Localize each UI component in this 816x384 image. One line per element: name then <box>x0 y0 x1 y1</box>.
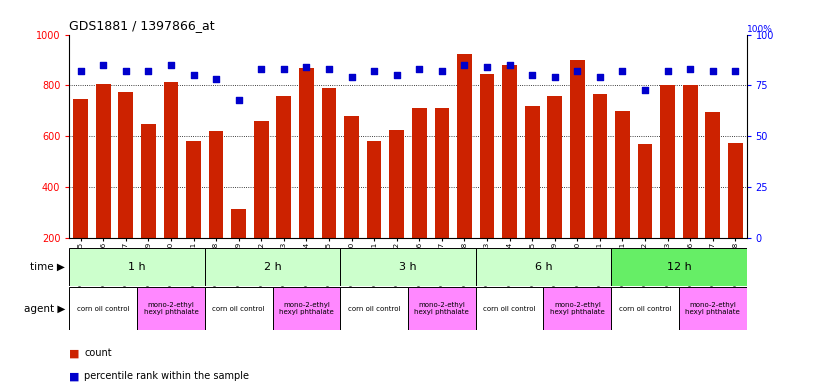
Bar <box>69 287 137 330</box>
Point <box>142 68 155 74</box>
Text: corn oil control: corn oil control <box>348 306 401 312</box>
Bar <box>322 88 336 289</box>
Point <box>210 76 223 83</box>
Bar <box>525 106 539 289</box>
Text: count: count <box>84 348 112 358</box>
Bar <box>480 74 494 289</box>
Point <box>390 72 403 78</box>
Bar <box>232 209 246 289</box>
Point <box>413 66 426 72</box>
Point <box>436 68 449 74</box>
Bar <box>254 121 268 289</box>
Bar <box>141 124 156 289</box>
Text: corn oil control: corn oil control <box>212 306 265 312</box>
Point <box>616 68 629 74</box>
Point <box>322 66 335 72</box>
Bar <box>408 287 476 330</box>
Point <box>187 72 200 78</box>
Point <box>638 86 651 93</box>
Point <box>481 64 494 70</box>
Text: GDS1881 / 1397866_at: GDS1881 / 1397866_at <box>69 19 215 32</box>
Point <box>74 68 87 74</box>
Text: agent ▶: agent ▶ <box>24 304 65 314</box>
Point <box>164 62 178 68</box>
Point <box>232 97 245 103</box>
Text: ■: ■ <box>69 371 83 381</box>
Point <box>277 66 290 72</box>
Bar <box>273 287 340 330</box>
Point <box>661 68 674 74</box>
Bar <box>164 82 178 289</box>
Text: mono-2-ethyl
hexyl phthalate: mono-2-ethyl hexyl phthalate <box>550 302 605 316</box>
Point <box>729 68 742 74</box>
Bar <box>209 131 224 289</box>
Point <box>300 64 313 70</box>
Bar <box>611 287 679 330</box>
Text: corn oil control: corn oil control <box>77 306 130 312</box>
Bar <box>186 141 201 289</box>
Bar <box>548 96 562 289</box>
Text: mono-2-ethyl
hexyl phthalate: mono-2-ethyl hexyl phthalate <box>279 302 334 316</box>
Bar <box>73 99 88 289</box>
Bar <box>706 112 720 289</box>
Bar <box>476 287 543 330</box>
Bar <box>299 68 313 289</box>
Bar <box>570 60 584 289</box>
Point <box>367 68 380 74</box>
Bar <box>367 141 381 289</box>
Bar <box>592 94 607 289</box>
Point <box>96 62 109 68</box>
Text: corn oil control: corn oil control <box>619 306 672 312</box>
Bar <box>412 108 427 289</box>
Bar <box>611 248 747 286</box>
Point <box>707 68 720 74</box>
Text: 12 h: 12 h <box>667 262 691 272</box>
Point <box>458 62 471 68</box>
Bar <box>457 54 472 289</box>
Bar <box>344 116 359 289</box>
Text: mono-2-ethyl
hexyl phthalate: mono-2-ethyl hexyl phthalate <box>685 302 740 316</box>
Text: 1 h: 1 h <box>128 262 146 272</box>
Point <box>345 74 358 80</box>
Bar <box>340 287 408 330</box>
Bar <box>277 96 291 289</box>
Text: percentile rank within the sample: percentile rank within the sample <box>84 371 249 381</box>
Bar <box>543 287 611 330</box>
Text: corn oil control: corn oil control <box>483 306 536 312</box>
Bar <box>503 65 517 289</box>
Point <box>119 68 132 74</box>
Point <box>593 74 606 80</box>
Bar <box>683 86 698 289</box>
Bar <box>137 287 205 330</box>
Text: 100%: 100% <box>747 25 773 33</box>
Text: 6 h: 6 h <box>534 262 552 272</box>
Text: mono-2-ethyl
hexyl phthalate: mono-2-ethyl hexyl phthalate <box>144 302 198 316</box>
Bar <box>69 248 205 286</box>
Bar <box>638 144 652 289</box>
Text: 3 h: 3 h <box>399 262 417 272</box>
Point <box>255 66 268 72</box>
Bar <box>205 248 340 286</box>
Bar <box>679 287 747 330</box>
Bar <box>96 84 110 289</box>
Bar <box>660 86 675 289</box>
Bar <box>728 143 743 289</box>
Bar <box>340 248 476 286</box>
Text: time ▶: time ▶ <box>30 262 65 272</box>
Bar <box>205 287 273 330</box>
Text: ■: ■ <box>69 348 83 358</box>
Point <box>571 68 584 74</box>
Point <box>526 72 539 78</box>
Text: mono-2-ethyl
hexyl phthalate: mono-2-ethyl hexyl phthalate <box>415 302 469 316</box>
Point <box>684 66 697 72</box>
Bar <box>476 248 611 286</box>
Bar <box>118 92 133 289</box>
Text: 2 h: 2 h <box>264 262 282 272</box>
Point <box>548 74 561 80</box>
Point <box>503 62 516 68</box>
Bar <box>615 111 630 289</box>
Bar <box>389 130 404 289</box>
Bar <box>435 108 449 289</box>
